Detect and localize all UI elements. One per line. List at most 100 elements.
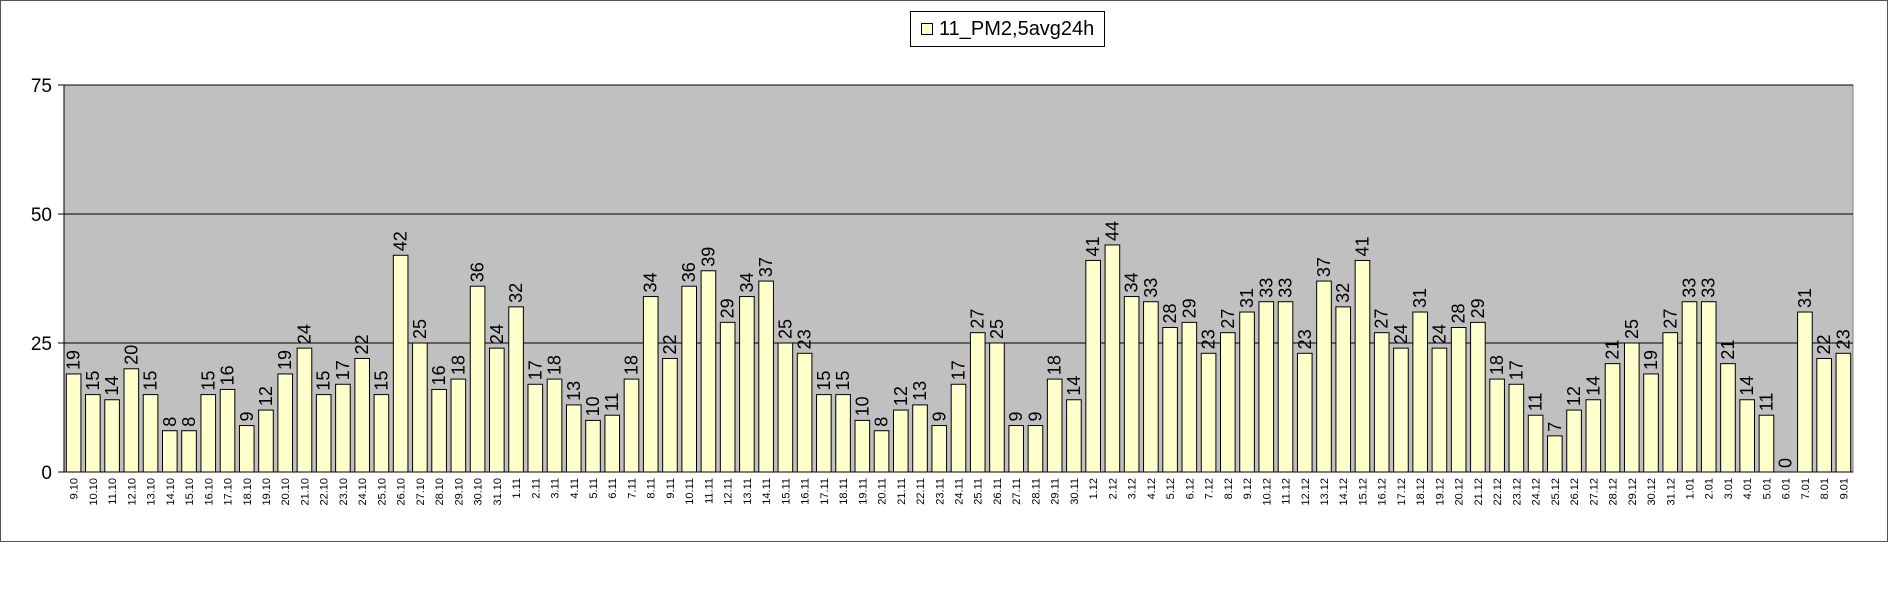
data-label: 36	[468, 262, 488, 282]
x-tick-label: 17.11	[819, 478, 831, 505]
legend-entry: 11_PM2,5avg24h	[939, 17, 1095, 40]
data-label: 12	[256, 386, 276, 406]
bar	[1123, 296, 1140, 473]
bar	[315, 394, 332, 473]
bar	[181, 430, 197, 473]
x-tick-label: 18.10	[242, 478, 254, 506]
data-label: 11	[1526, 393, 1546, 412]
data-label: 22	[1814, 334, 1834, 354]
bar	[1239, 311, 1255, 473]
x-tick-label: 23.11	[934, 478, 946, 505]
x-tick-label: 5.11	[588, 478, 600, 499]
x-tick-label: 23.12	[1511, 478, 1523, 506]
x-tick-label: 9.10	[69, 478, 81, 499]
bar	[142, 394, 159, 473]
x-tick-label: 11.10	[107, 478, 119, 505]
x-tick-label: 13.10	[146, 478, 158, 506]
data-label: 18	[1487, 355, 1507, 375]
data-label: 15	[141, 371, 161, 391]
x-tick-label: 28.10	[434, 478, 446, 506]
y-tick-label: 25	[31, 334, 52, 355]
bar	[373, 394, 390, 473]
data-label: 18	[1045, 355, 1065, 375]
bar	[1835, 352, 1852, 473]
bar	[1393, 347, 1409, 473]
data-label: 27	[1372, 309, 1392, 329]
bar	[104, 399, 120, 473]
data-label: 0	[1776, 458, 1796, 468]
x-tick-label: 10.10	[88, 478, 100, 506]
bar	[565, 404, 582, 473]
x-tick-label: 4.12	[1146, 478, 1158, 499]
x-tick-label: 20.11	[877, 478, 889, 505]
x-tick-label: 13.11	[742, 478, 754, 505]
bar	[1431, 347, 1448, 473]
bar	[777, 342, 794, 473]
x-tick-label: 10.12	[1261, 478, 1273, 506]
bar	[950, 383, 967, 473]
data-label: 24	[1391, 324, 1411, 344]
bar	[835, 394, 851, 473]
bar	[1066, 399, 1082, 473]
data-label: 32	[1333, 283, 1353, 303]
x-tick-label: 19.11	[857, 478, 869, 505]
bar	[892, 409, 909, 473]
bar	[1046, 378, 1063, 473]
data-label: 25	[1622, 319, 1642, 339]
data-label: 42	[391, 231, 411, 251]
x-tick-label: 28.11	[1030, 478, 1042, 505]
bar	[450, 378, 467, 473]
data-label: 11	[602, 393, 622, 412]
x-tick-label: 22.11	[915, 478, 927, 505]
bar	[989, 342, 1005, 473]
data-label: 31	[1795, 288, 1815, 308]
data-label: 9	[929, 412, 949, 422]
x-tick-label: 11.11	[703, 478, 715, 504]
data-label: 36	[679, 262, 699, 282]
x-tick-label: 3.11	[550, 478, 562, 499]
bar	[1797, 311, 1813, 473]
bar	[1412, 311, 1428, 473]
data-label: 33	[1679, 278, 1699, 298]
x-tick-label: 4.11	[569, 478, 581, 499]
x-tick-label: 16.12	[1377, 478, 1389, 506]
data-label: 21	[1718, 340, 1738, 360]
bar	[604, 414, 621, 473]
bar	[816, 394, 832, 473]
bar	[1296, 352, 1313, 473]
data-label: 24	[294, 324, 314, 344]
data-label: 41	[1083, 236, 1103, 256]
bar	[700, 270, 717, 473]
bar	[1258, 301, 1275, 473]
data-label: 25	[775, 319, 795, 339]
bar	[1162, 327, 1178, 473]
data-label: 17	[525, 360, 545, 380]
x-tick-label: 29.12	[1627, 478, 1639, 506]
bar	[258, 409, 274, 473]
x-tick-label: 25.12	[1550, 478, 1562, 506]
bar	[277, 373, 294, 473]
bar	[412, 342, 428, 473]
bar	[489, 347, 505, 473]
x-tick-label: 27.12	[1588, 478, 1600, 506]
bar	[1027, 425, 1044, 473]
bar	[200, 394, 217, 473]
x-tick-label: 27.11	[1011, 478, 1023, 505]
bar	[585, 419, 601, 473]
data-label: 17	[1506, 360, 1526, 380]
bar	[1720, 363, 1736, 473]
bar	[296, 347, 313, 473]
x-tick-label: 2.12	[1107, 478, 1119, 499]
bar	[1335, 306, 1352, 473]
data-label: 13	[564, 381, 584, 401]
x-tick-label: 24.12	[1531, 478, 1543, 506]
bar	[85, 394, 101, 473]
data-label: 12	[1564, 386, 1584, 406]
data-label: 8	[872, 417, 892, 427]
data-label: 34	[737, 273, 757, 293]
bar	[1143, 301, 1159, 473]
data-label: 20	[121, 345, 141, 365]
data-label: 41	[1352, 236, 1372, 256]
data-label: 34	[641, 273, 661, 293]
